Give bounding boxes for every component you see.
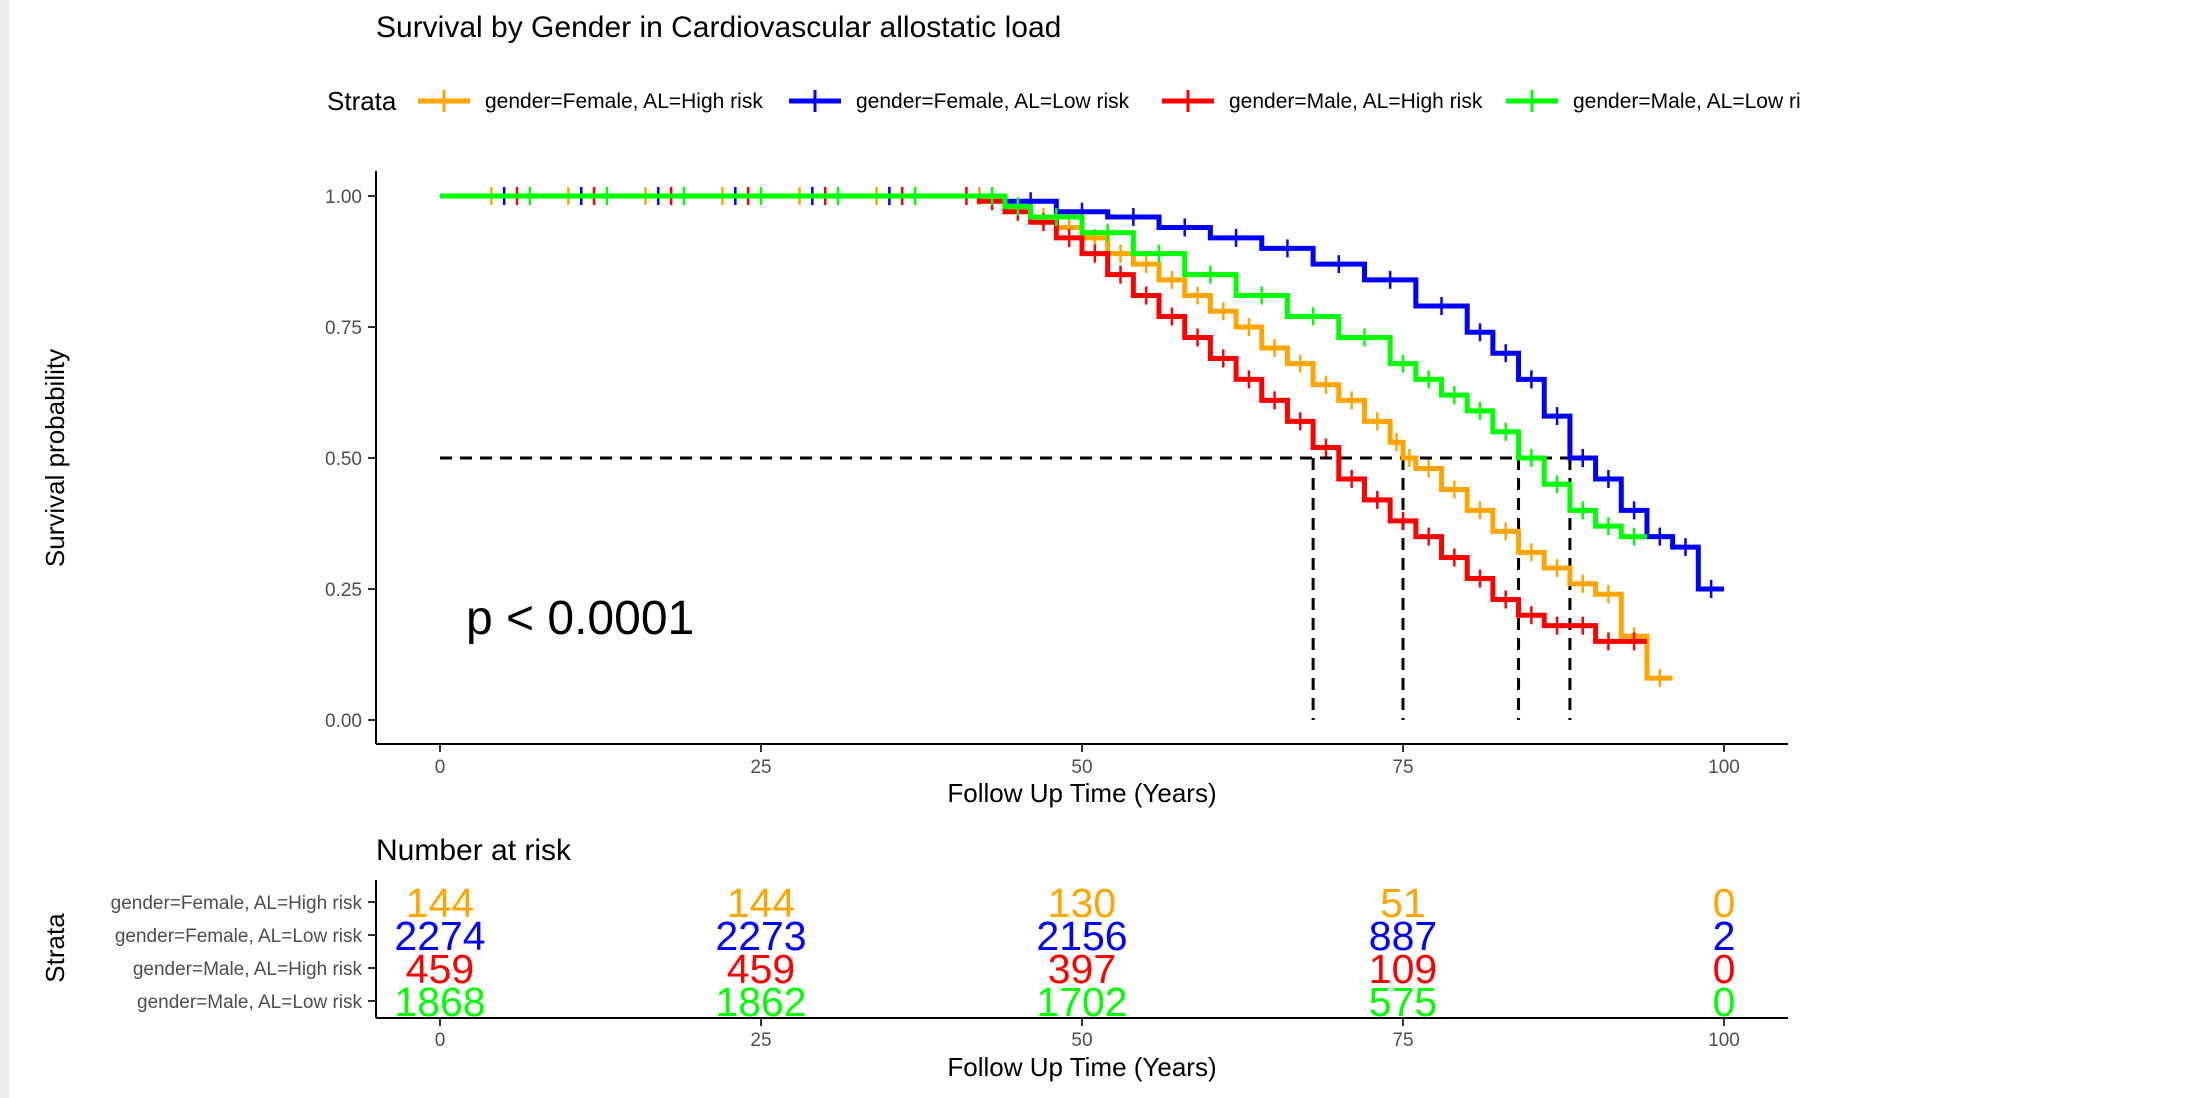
- x-ticks: 0 25 50 75 100: [435, 744, 1740, 778]
- legend-label-4: gender=Male, AL=Low risk: [1573, 90, 1800, 113]
- legend-label-3: gender=Male, AL=High risk: [1229, 90, 1483, 113]
- risk-table-title: Number at risk: [376, 834, 572, 867]
- risk-value-3-1: 459: [727, 946, 795, 992]
- risk-value-2-1: 2273: [715, 913, 806, 959]
- risk-x-axis-title: Follow Up Time (Years): [947, 1052, 1216, 1082]
- risk-value-3-2: 397: [1048, 946, 1116, 992]
- x-axis-title: Follow Up Time (Years): [947, 778, 1216, 808]
- y-tick-label-3: 0.75: [325, 318, 362, 339]
- survival-curve-1: [440, 193, 1673, 681]
- risk-x-tick-label-0: 0: [435, 1030, 446, 1051]
- risk-value-4-2: 1702: [1036, 979, 1127, 1025]
- x-tick-label-4: 100: [1708, 757, 1740, 778]
- risk-value-4-1: 1862: [715, 979, 806, 1025]
- risk-value-2-4: 2: [1713, 913, 1736, 959]
- risk-value-3-0: 459: [406, 946, 474, 992]
- risk-row-label-1: gender=Female, AL=High risk: [111, 893, 363, 914]
- risk-x-ticks: 0 25 50 75 100: [435, 1018, 1740, 1051]
- risk-table: Number at risk gender=Female, AL=High ri…: [40, 834, 1788, 1082]
- survival-plot: 0.00 0.25 0.50 0.75 1.00 0 25 50 75 100 Follow U…: [40, 171, 1788, 808]
- risk-x-tick-label-4: 100: [1708, 1030, 1740, 1051]
- y-tick-label-2: 0.50: [325, 449, 362, 470]
- chart-title: Survival by Gender in Cardiovascular all…: [376, 11, 1061, 44]
- x-tick-label-0: 0: [435, 757, 446, 778]
- p-value-annotation: p < 0.0001: [466, 592, 694, 645]
- risk-value-4-3: 575: [1369, 979, 1437, 1025]
- x-tick-label-2: 50: [1071, 757, 1092, 778]
- risk-value-1-4: 0: [1713, 880, 1736, 926]
- y-axis-title: Survival probability: [40, 349, 70, 567]
- survival-curves: [440, 187, 1724, 688]
- survival-curve-2: [440, 193, 1724, 592]
- legend-label-1: gender=Female, AL=High risk: [485, 90, 763, 113]
- survival-curve-3: [440, 193, 1647, 644]
- risk-x-tick-label-2: 50: [1071, 1030, 1092, 1051]
- survival-curve-4: [440, 193, 1647, 540]
- x-tick-label-1: 25: [750, 757, 771, 778]
- risk-value-2-2: 2156: [1036, 913, 1127, 959]
- figure-canvas: Survival by Gender in Cardiovascular all…: [40, 11, 1800, 1082]
- risk-row-label-4: gender=Male, AL=Low risk: [137, 992, 362, 1013]
- legend-label-2: gender=Female, AL=Low risk: [856, 90, 1130, 113]
- risk-rows: gender=Female, AL=High risk 144 144 130 51 0 g…: [111, 880, 1736, 1025]
- x-tick-label-3: 75: [1392, 757, 1413, 778]
- risk-x-tick-label-1: 25: [750, 1030, 771, 1051]
- risk-row-label-3: gender=Male, AL=High risk: [133, 959, 363, 980]
- risk-row-label-2: gender=Female, AL=Low risk: [115, 926, 363, 947]
- risk-value-1-3: 51: [1380, 880, 1426, 926]
- risk-value-3-4: 0: [1713, 946, 1736, 992]
- legend-title: Strata: [327, 86, 397, 116]
- y-tick-label-0: 0.00: [325, 711, 362, 732]
- risk-value-2-3: 887: [1369, 913, 1437, 959]
- legend: Strata gender=Female, AL=High risk gender…: [327, 86, 1800, 116]
- risk-value-3-3: 109: [1369, 946, 1437, 992]
- y-ticks: 0.00 0.25 0.50 0.75 1.00: [325, 187, 376, 732]
- risk-value-1-1: 144: [727, 880, 795, 926]
- survival-figure: Survival by Gender in Cardiovascular all…: [40, 11, 1800, 1082]
- censor-marks-4: [528, 187, 1636, 546]
- window-edge: [0, 0, 9, 1098]
- y-tick-label-1: 0.25: [325, 580, 362, 601]
- risk-value-1-0: 144: [406, 880, 474, 926]
- risk-value-1-2: 130: [1048, 880, 1116, 926]
- risk-x-tick-label-3: 75: [1392, 1030, 1413, 1051]
- risk-y-axis-title: Strata: [40, 913, 70, 983]
- risk-value-4-0: 1868: [394, 979, 485, 1025]
- y-tick-label-4: 1.00: [325, 187, 362, 208]
- median-lines: [440, 456, 1572, 720]
- risk-value-4-4: 0: [1713, 979, 1736, 1025]
- risk-value-2-0: 2274: [394, 913, 485, 959]
